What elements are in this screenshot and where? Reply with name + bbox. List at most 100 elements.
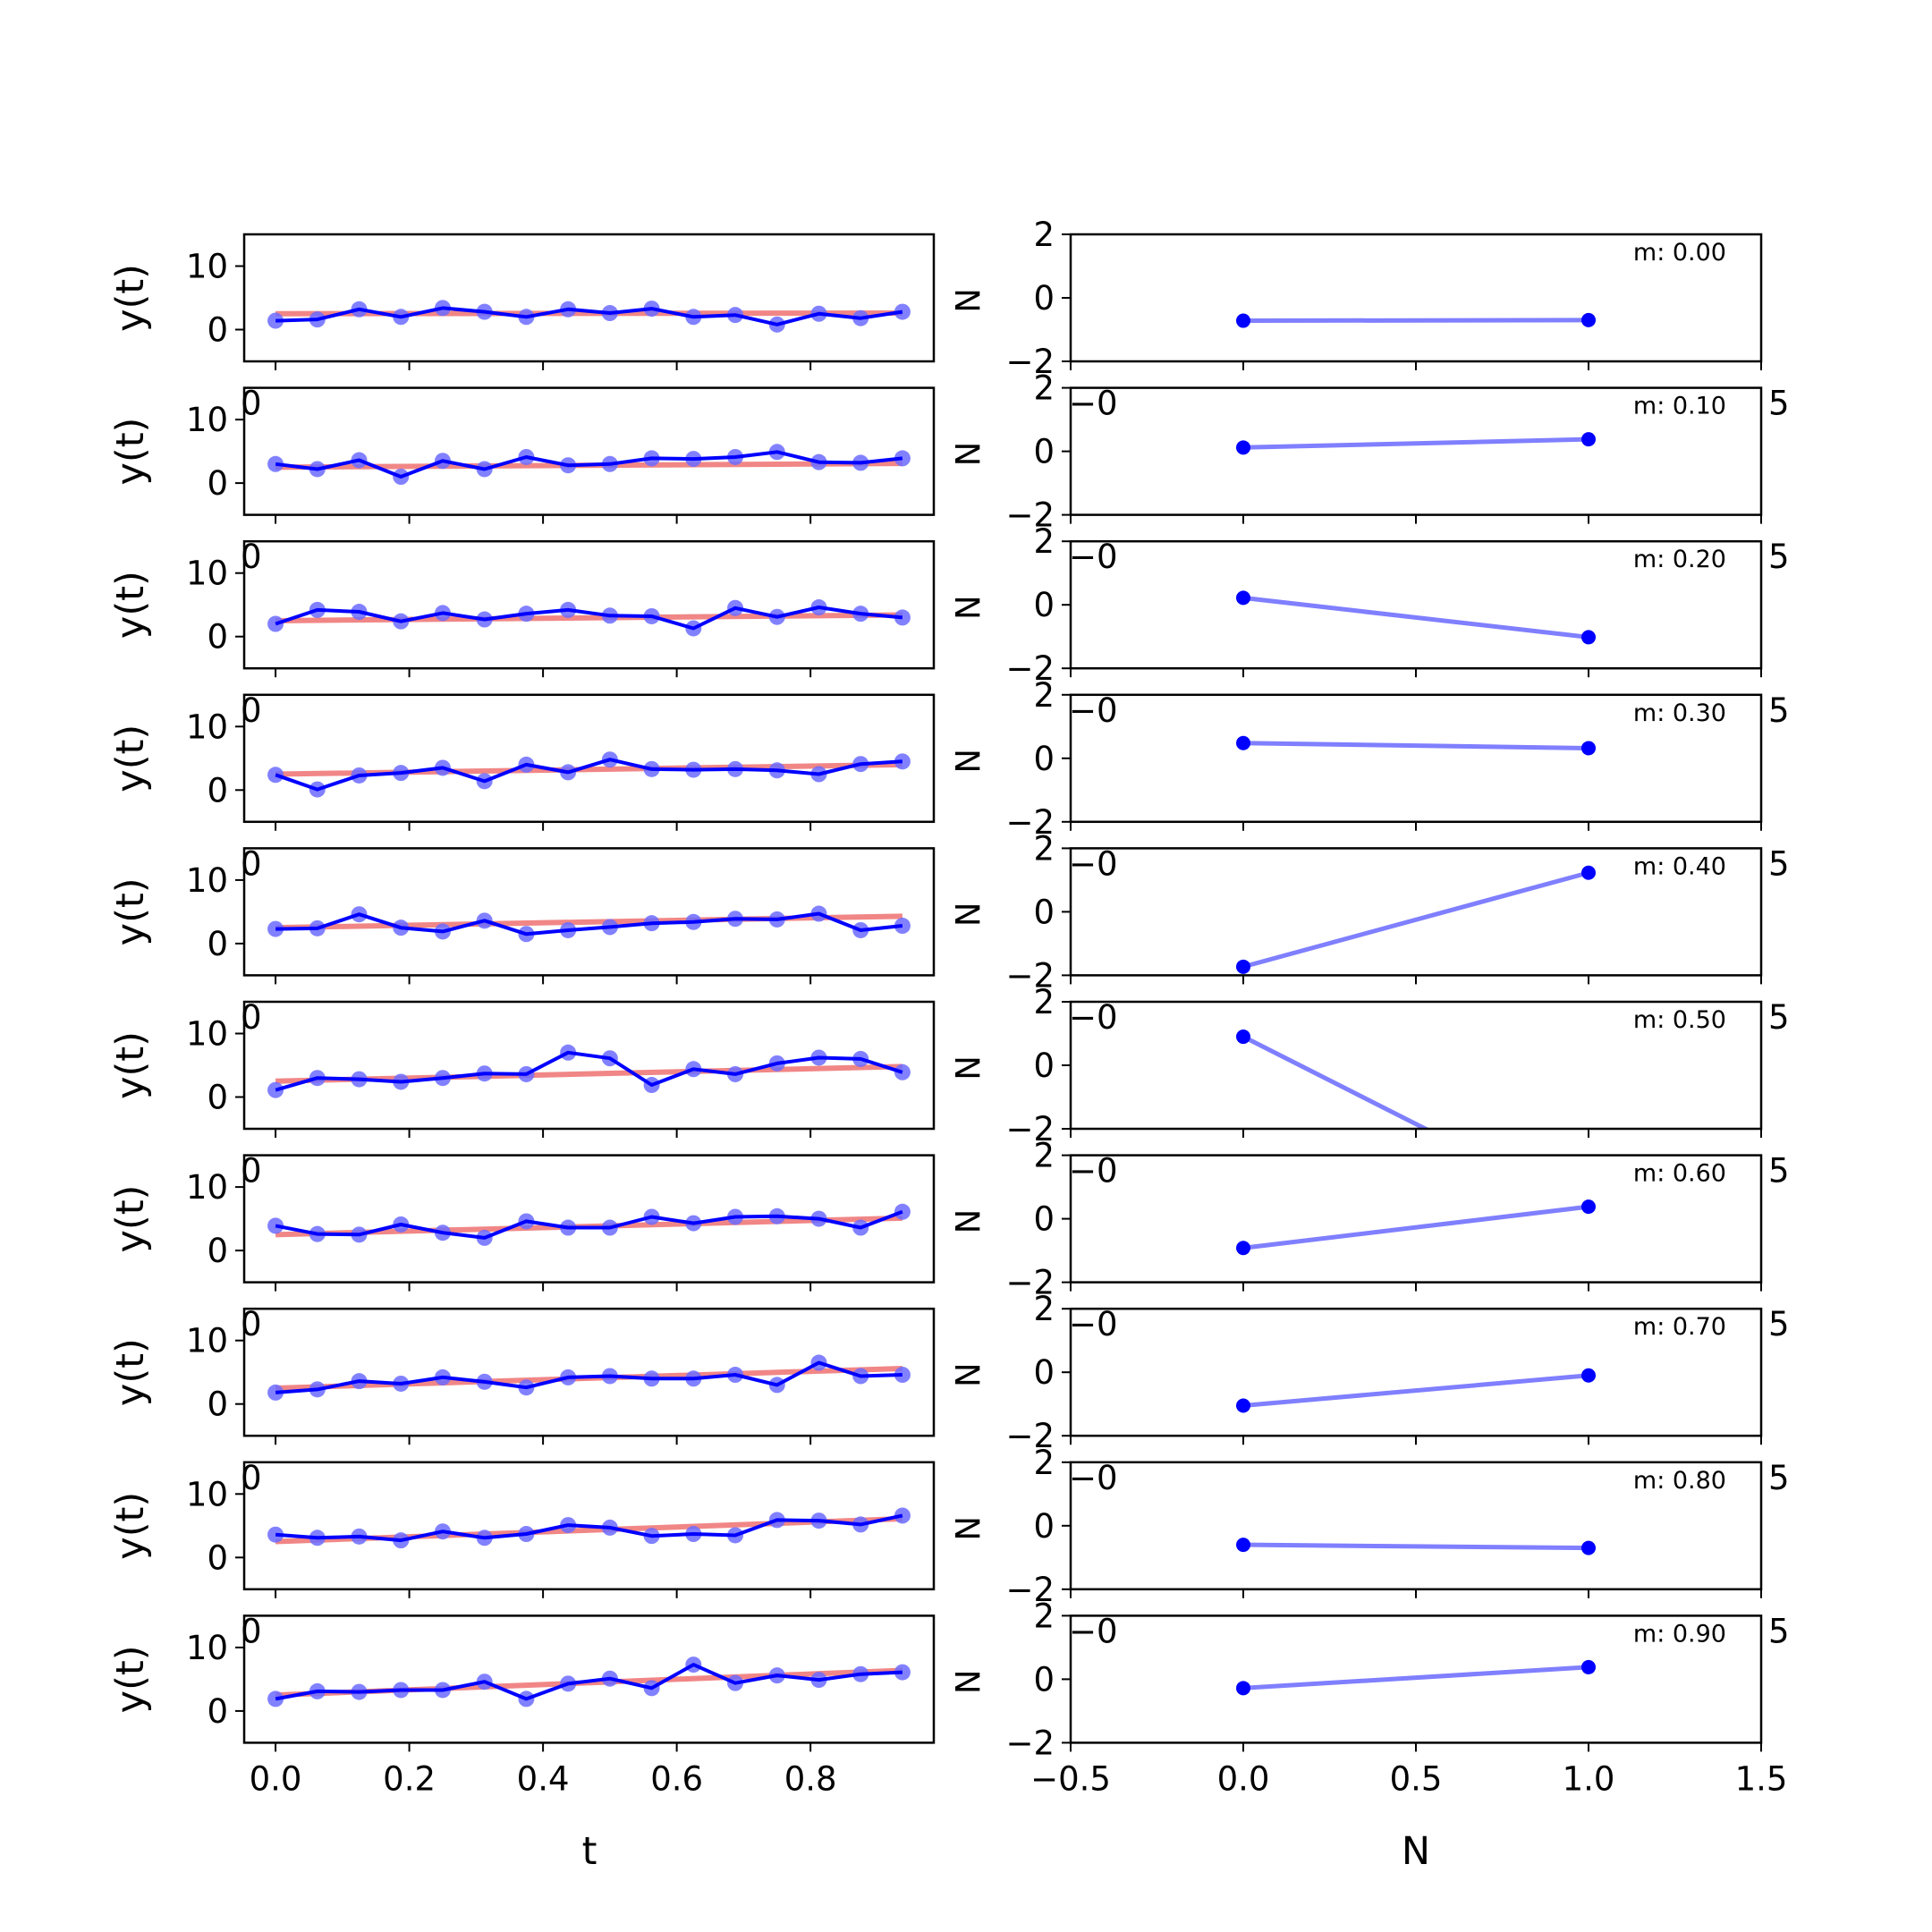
y-tick-label: −2 <box>1005 343 1055 381</box>
series-point <box>1236 440 1250 455</box>
observed-series-line <box>275 450 903 479</box>
y-tick-label: 10 <box>186 1168 228 1207</box>
series-point <box>1581 1199 1596 1215</box>
right-overlap-fragment-side: 5 <box>1768 998 1790 1037</box>
left-plot-area <box>267 300 911 333</box>
left-x-axis-label: t <box>582 1829 597 1874</box>
right-overlap-fragment-top: −0 <box>1069 1152 1118 1191</box>
left-panel-0: 0 10 y(t) N <box>108 233 986 370</box>
right-x-axis-label: N <box>1402 1829 1430 1874</box>
left-y-axis-label: y(t) <box>108 264 153 332</box>
left-overlap-fragment-top: 0 <box>241 998 262 1037</box>
series-line <box>1242 870 1589 970</box>
y-tick-label: 2 <box>1033 829 1055 868</box>
series-line <box>1242 595 1589 640</box>
x-tick-label: −0.5 <box>1030 1759 1111 1798</box>
right-overlap-fragment-top: −0 <box>1069 1612 1118 1650</box>
y-tick-label: 0 <box>207 1232 228 1270</box>
y-tick-label: 10 <box>186 401 228 439</box>
y-tick-label: −2 <box>1005 1724 1055 1762</box>
y-tick-label: 2 <box>1033 1137 1055 1175</box>
series-point <box>1581 432 1596 447</box>
series-point <box>1581 312 1596 327</box>
series-point <box>1236 1538 1250 1553</box>
y-tick-label: −2 <box>1005 649 1055 688</box>
observed-series-line <box>275 1050 903 1092</box>
data-point <box>267 455 284 472</box>
panel-annotation: m: 0.60 <box>1633 1160 1726 1188</box>
x-tick-label: 1.0 <box>1563 1759 1615 1798</box>
y-tick-label: 0 <box>1033 1200 1055 1239</box>
left-panel-frame <box>242 1000 936 1131</box>
data-point <box>894 303 911 320</box>
y-tick-label: −2 <box>1005 496 1055 535</box>
right-panel-3: −0 5 −2 0 2 m: 0.30 <box>1005 676 1789 842</box>
series-line <box>1242 436 1589 450</box>
trend-line <box>275 310 902 317</box>
y-tick-label: 2 <box>1033 676 1055 715</box>
series-line <box>1242 741 1589 750</box>
right-plot-area <box>1236 1368 1596 1413</box>
observed-series-line <box>275 758 903 792</box>
y-tick-label: 10 <box>186 555 228 593</box>
y-tick-label: 0 <box>1033 1046 1055 1085</box>
left-y-axis-label: y(t) <box>108 877 153 945</box>
data-point <box>267 767 284 784</box>
left-overlap-fragment-side: N <box>947 1362 986 1387</box>
series-point <box>1236 735 1250 750</box>
y-tick-label: 0 <box>1033 586 1055 624</box>
y-tick-label: 0 <box>1033 433 1055 471</box>
trend-line <box>275 612 902 623</box>
y-tick-label: 2 <box>1033 369 1055 408</box>
right-panel-0: −2 0 2 m: 0.00 <box>1005 216 1763 381</box>
left-y-axis-label: y(t) <box>108 1645 153 1713</box>
left-panel-3: 0 0 10 y(t) N <box>108 691 986 831</box>
y-tick-label: 2 <box>1033 1290 1055 1328</box>
y-tick-label: −2 <box>1005 956 1055 995</box>
y-tick-label: 10 <box>186 1629 228 1667</box>
right-overlap-fragment-top: −0 <box>1069 998 1118 1037</box>
y-tick-label: 2 <box>1033 1444 1055 1482</box>
x-tick-label: 0.8 <box>784 1759 837 1798</box>
observed-series-line <box>275 1663 902 1701</box>
left-panel-frame <box>242 1461 936 1591</box>
left-panel-7: 0 0 10 y(t) N <box>108 1305 986 1445</box>
left-overlap-fragment-side: N <box>947 442 986 467</box>
left-panel-5: 0 0 10 y(t) N <box>108 998 986 1138</box>
series-point <box>1581 865 1596 880</box>
y-tick-label: 0 <box>1033 1660 1055 1699</box>
y-tick-label: 0 <box>207 1538 228 1577</box>
right-plot-area <box>1236 1030 1431 1129</box>
x-tick-label: 0.2 <box>383 1759 436 1798</box>
series-point <box>1236 1681 1250 1696</box>
y-tick-label: 10 <box>186 861 228 900</box>
y-tick-label: −2 <box>1005 1110 1055 1148</box>
series-point <box>1236 1241 1250 1256</box>
right-overlap-fragment-top: −0 <box>1069 1305 1118 1343</box>
data-point <box>894 450 911 467</box>
left-plot-area <box>267 1044 911 1098</box>
left-plot-area <box>267 1203 911 1246</box>
left-y-axis-label: y(t) <box>108 1031 153 1099</box>
y-tick-label: 0 <box>207 464 228 503</box>
observed-series-line <box>275 1209 903 1240</box>
panel-annotation: m: 0.90 <box>1633 1620 1726 1648</box>
left-plot-area <box>267 905 911 943</box>
right-panel-4: −0 5 −2 0 2 m: 0.40 <box>1005 829 1789 995</box>
y-tick-label: −2 <box>1005 803 1055 842</box>
left-plot-area <box>267 751 911 798</box>
left-overlap-fragment-side: N <box>947 1209 986 1234</box>
right-panel-8: −0 5 −2 0 2 m: 0.80 <box>1005 1444 1789 1609</box>
left-overlap-fragment-top: 0 <box>241 1305 262 1343</box>
y-tick-label: 0 <box>207 618 228 657</box>
x-tick-label: 0.0 <box>250 1759 302 1798</box>
left-overlap-fragment-top: 0 <box>241 1459 262 1497</box>
panel-annotation: m: 0.50 <box>1633 1006 1726 1034</box>
panel-annotation: m: 0.00 <box>1633 239 1726 267</box>
y-tick-label: 0 <box>1033 1507 1055 1546</box>
y-tick-label: 0 <box>207 925 228 963</box>
series-point <box>1581 1659 1596 1674</box>
y-tick-label: 2 <box>1033 522 1055 561</box>
y-tick-label: 0 <box>207 771 228 809</box>
